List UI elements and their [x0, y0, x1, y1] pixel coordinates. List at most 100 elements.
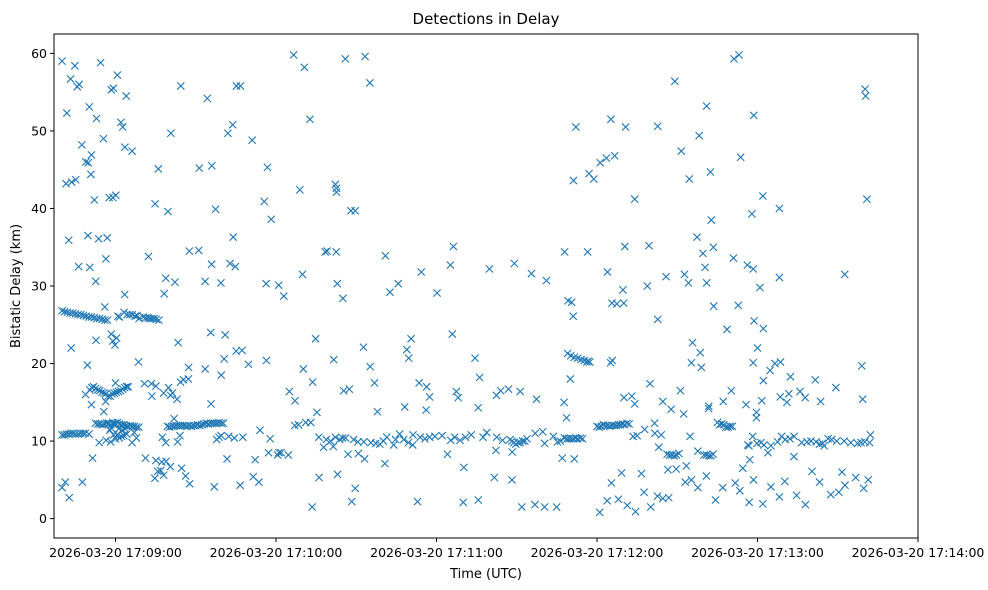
data-point: [122, 92, 131, 101]
data-point: [670, 451, 679, 460]
data-point: [341, 54, 350, 63]
data-point: [312, 408, 321, 417]
data-point: [698, 249, 707, 258]
y-tick-label: 40: [31, 201, 47, 216]
data-point: [653, 492, 662, 501]
data-point: [176, 431, 184, 440]
data-point: [238, 346, 247, 355]
data-point: [731, 478, 740, 487]
data-point: [332, 184, 341, 193]
data-point: [135, 314, 144, 323]
data-point: [745, 455, 754, 464]
data-point: [370, 378, 379, 387]
data-point: [74, 262, 83, 271]
data-point: [262, 279, 271, 288]
data-point: [490, 473, 499, 482]
data-point: [475, 373, 484, 382]
data-point: [311, 334, 320, 343]
data-point: [448, 330, 457, 339]
data-point: [621, 123, 630, 132]
data-point: [538, 427, 547, 436]
data-point: [734, 301, 743, 310]
data-point: [166, 462, 175, 471]
data-point: [701, 263, 710, 272]
data-point: [617, 468, 626, 477]
data-point: [511, 440, 520, 449]
data-point: [625, 420, 634, 429]
data-point: [653, 122, 662, 131]
data-point: [595, 508, 604, 517]
data-point: [749, 264, 758, 273]
data-point: [277, 448, 286, 457]
data-point: [796, 387, 805, 396]
data-point: [578, 434, 587, 443]
data-point: [134, 423, 143, 432]
data-point: [812, 437, 821, 446]
data-point: [373, 407, 382, 416]
data-point: [75, 80, 84, 89]
data-point: [858, 395, 867, 404]
data-point: [329, 355, 338, 364]
data-point: [479, 433, 488, 442]
data-point: [407, 334, 416, 343]
data-point: [404, 438, 413, 447]
data-point: [77, 140, 86, 149]
data-point: [251, 455, 260, 464]
data-point: [163, 207, 172, 216]
data-point: [759, 376, 768, 385]
data-point: [161, 438, 170, 447]
data-point: [230, 433, 239, 442]
data-point: [223, 129, 232, 138]
data-point: [491, 446, 500, 455]
data-point: [185, 247, 194, 256]
data-point: [416, 433, 425, 442]
data-point: [88, 454, 97, 463]
data-point: [254, 478, 263, 487]
data-point: [522, 434, 531, 443]
data-point: [95, 314, 104, 323]
data-point: [106, 437, 115, 446]
data-point: [553, 437, 562, 446]
data-point: [87, 313, 96, 322]
data-point: [306, 115, 314, 124]
data-point: [753, 344, 762, 353]
data-point: [820, 441, 829, 450]
data-point: [140, 379, 149, 388]
data-point: [706, 168, 715, 177]
data-point: [382, 433, 391, 442]
data-point: [408, 430, 417, 439]
data-point: [217, 371, 226, 380]
data-point: [620, 393, 629, 402]
data-point: [866, 430, 875, 439]
data-point: [332, 188, 341, 197]
data-point: [417, 268, 426, 277]
x-axis: 2026-03-20 17:09:00 2026-03-20 17:10:00 20…: [49, 538, 984, 560]
data-point: [154, 316, 163, 325]
data-point: [452, 387, 461, 396]
data-point: [459, 498, 468, 507]
data-point: [333, 470, 342, 479]
data-point: [482, 428, 491, 437]
data-point: [532, 395, 541, 404]
data-point: [331, 433, 340, 442]
data-point: [757, 396, 766, 405]
data-point: [291, 396, 299, 405]
data-point: [322, 435, 331, 444]
data-point: [207, 161, 216, 170]
data-point: [110, 389, 119, 397]
data-point: [560, 247, 569, 256]
y-tick-label: 20: [31, 356, 47, 371]
data-point: [556, 437, 565, 446]
data-point: [507, 475, 516, 484]
data-point: [614, 495, 623, 504]
data-point: [662, 272, 671, 281]
data-point: [570, 454, 579, 463]
data-point: [70, 61, 79, 70]
data-point: [763, 448, 772, 457]
data-point: [670, 77, 679, 86]
data-point: [518, 437, 527, 446]
data-point: [679, 409, 688, 418]
data-point: [130, 428, 139, 437]
data-point: [702, 278, 711, 287]
data-point: [267, 215, 276, 224]
